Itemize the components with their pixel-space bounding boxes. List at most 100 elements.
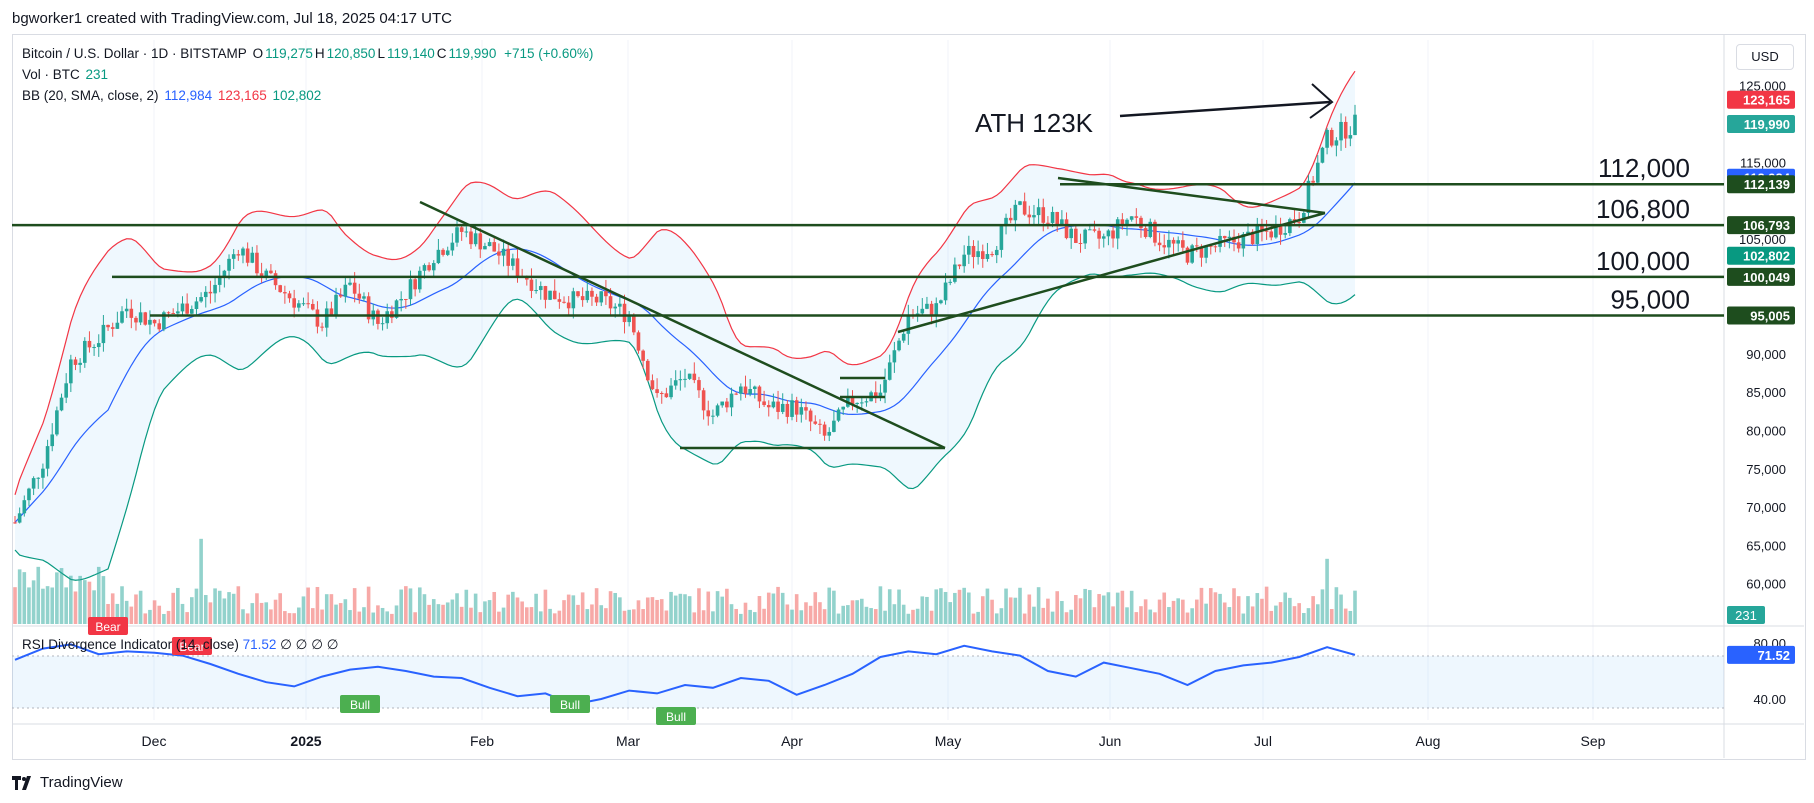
candle-body: [190, 308, 194, 314]
candle-body: [431, 263, 436, 271]
candle-body: [580, 296, 585, 301]
volume-bar: [641, 609, 645, 624]
candle-body: [208, 291, 213, 294]
divergence-badge: [340, 695, 380, 713]
volume-bar: [743, 602, 748, 624]
candle-body: [534, 290, 538, 292]
candle-body: [115, 322, 120, 329]
candle-body: [106, 324, 110, 328]
volume-bar: [166, 610, 171, 624]
candle-body: [1334, 140, 1339, 146]
candle-body: [650, 380, 655, 390]
candle-body: [673, 380, 678, 386]
volume-bar: [31, 580, 36, 624]
candle-body: [352, 282, 357, 294]
volume-bar: [357, 611, 362, 624]
candle-body: [427, 265, 431, 271]
volume-bar: [138, 590, 143, 624]
volume-bar: [469, 607, 473, 624]
candle-body: [1246, 231, 1250, 235]
volume-bar: [873, 609, 878, 624]
candle-body: [259, 273, 264, 276]
candle-body: [1222, 235, 1227, 239]
ohlc-key: L: [377, 46, 385, 61]
price-badge: [1727, 115, 1795, 134]
candle-body: [17, 513, 22, 523]
candle-body: [985, 254, 990, 259]
volume-bar: [1204, 603, 1208, 624]
volume-bar: [1320, 589, 1325, 624]
candle-body: [850, 397, 855, 404]
volume-bar: [1329, 609, 1334, 624]
price-badge-label: 102,802: [1743, 249, 1790, 264]
volume-bar: [203, 595, 208, 624]
candle-body: [557, 299, 562, 302]
divergence-badge: [656, 707, 696, 725]
volume-bar: [329, 594, 334, 624]
ohlc-key: O: [252, 46, 264, 61]
currency-button[interactable]: USD: [1736, 44, 1794, 70]
candle-body: [687, 373, 692, 379]
volume-bar: [1218, 593, 1222, 624]
volume-bar: [901, 604, 906, 624]
volume-bar: [1153, 612, 1157, 624]
candle-body: [734, 393, 738, 395]
volume-badge-label: 231: [1735, 608, 1757, 623]
volume-bar: [557, 610, 562, 624]
volume-bar: [757, 596, 762, 624]
volume-bar: [1185, 612, 1190, 624]
candle-body: [678, 379, 683, 381]
volume-bar: [906, 613, 911, 624]
volume-bar: [860, 598, 864, 624]
volume-bar: [371, 612, 376, 624]
volume-bar: [594, 588, 599, 624]
volume-bar: [669, 591, 673, 624]
rsi-badge: [1727, 645, 1795, 664]
divergence-badge: [88, 617, 128, 635]
volume-bar: [376, 605, 380, 624]
volume-bar: [836, 613, 841, 624]
candle-body: [1106, 230, 1111, 237]
candle-body: [273, 273, 278, 286]
candle-body: [380, 323, 385, 325]
x-tick-label: Jul: [1254, 733, 1272, 749]
volume-bar: [1343, 608, 1348, 624]
candle-body: [1148, 221, 1153, 237]
candle-body: [1074, 228, 1078, 243]
candle-body: [1241, 234, 1246, 249]
candle-body: [1032, 215, 1036, 218]
volume-bar: [36, 566, 41, 624]
volume-bar: [292, 613, 296, 624]
volume-bar: [892, 604, 897, 624]
volume-bar: [683, 594, 687, 624]
candle-body: [96, 343, 101, 348]
volume-bar: [752, 612, 757, 624]
x-tick-label: Feb: [470, 733, 494, 749]
volume-bar: [664, 610, 669, 624]
volume-bar: [799, 610, 804, 624]
candle-body: [1167, 239, 1171, 248]
volume-bar: [185, 612, 189, 624]
candle-body: [506, 248, 510, 266]
candle-body: [1162, 245, 1167, 248]
volume-bar: [1036, 587, 1041, 624]
volume-bar: [739, 613, 743, 624]
candle-body: [236, 254, 241, 256]
candle-body: [1213, 246, 1218, 248]
candle-body: [822, 424, 827, 436]
volume-bar: [50, 587, 55, 624]
candle-body: [632, 316, 636, 333]
volume-bar: [194, 588, 199, 624]
x-tick-label: Sep: [1581, 733, 1606, 749]
volume-bar: [1274, 605, 1278, 624]
volume-bar: [1315, 604, 1320, 624]
volume-bar: [645, 597, 650, 624]
volume-bar: [408, 588, 413, 624]
price-badge: [1727, 216, 1795, 235]
candle-body: [1092, 229, 1097, 231]
volume-bar: [190, 597, 194, 624]
volume-bar: [17, 569, 22, 624]
candle-body: [329, 308, 334, 315]
volume-bar: [115, 603, 120, 624]
